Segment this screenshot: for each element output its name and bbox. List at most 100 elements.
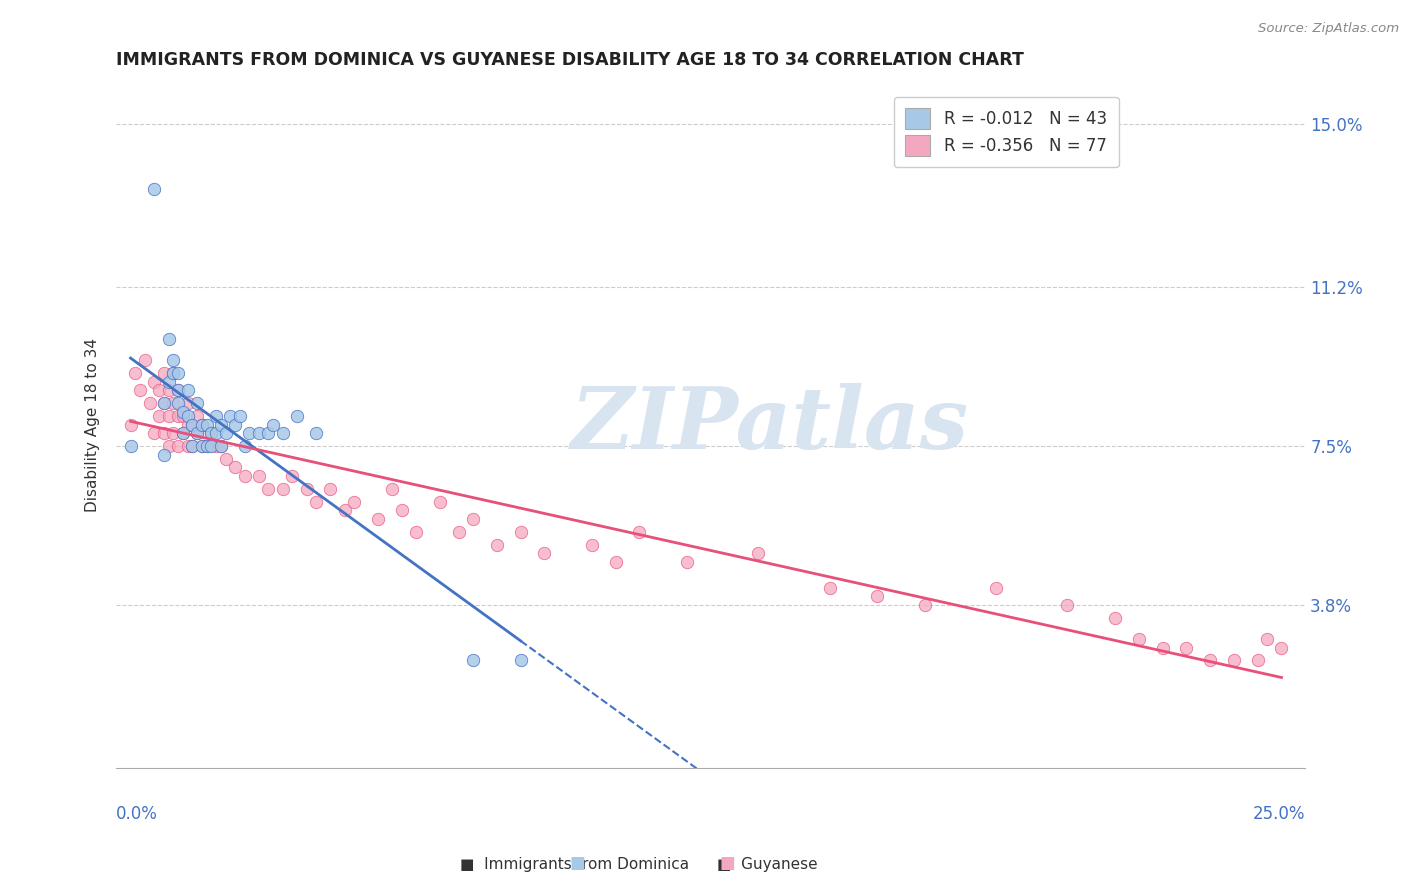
Point bbox=[257, 426, 280, 441]
Point bbox=[191, 439, 214, 453]
Point bbox=[157, 332, 180, 346]
Point bbox=[343, 494, 366, 508]
Point bbox=[285, 409, 308, 423]
Point bbox=[195, 439, 218, 453]
Point bbox=[224, 460, 246, 475]
Point bbox=[153, 396, 176, 410]
Point bbox=[1199, 653, 1222, 667]
Point bbox=[984, 581, 1007, 595]
Point bbox=[391, 503, 413, 517]
Point bbox=[1270, 640, 1292, 655]
Point bbox=[205, 439, 228, 453]
Point bbox=[233, 469, 256, 483]
Point bbox=[1247, 653, 1270, 667]
Point bbox=[162, 426, 184, 441]
Point bbox=[176, 417, 198, 432]
Point bbox=[124, 366, 146, 380]
Text: Source: ZipAtlas.com: Source: ZipAtlas.com bbox=[1258, 22, 1399, 36]
Point bbox=[1128, 632, 1150, 646]
Point bbox=[195, 439, 218, 453]
Point bbox=[209, 439, 232, 453]
Point bbox=[305, 426, 328, 441]
Point bbox=[405, 524, 427, 539]
Point bbox=[381, 482, 404, 496]
Point bbox=[129, 383, 152, 397]
Point bbox=[195, 417, 218, 432]
Point bbox=[153, 396, 176, 410]
Point bbox=[172, 426, 194, 441]
Text: IMMIGRANTS FROM DOMINICA VS GUYANESE DISABILITY AGE 18 TO 34 CORRELATION CHART: IMMIGRANTS FROM DOMINICA VS GUYANESE DIS… bbox=[117, 51, 1024, 69]
Point bbox=[914, 598, 936, 612]
Point bbox=[191, 439, 214, 453]
Point bbox=[461, 512, 484, 526]
Point bbox=[295, 482, 318, 496]
Point bbox=[153, 426, 176, 441]
Point bbox=[153, 366, 176, 380]
Point bbox=[238, 426, 260, 441]
Point bbox=[148, 383, 170, 397]
Point bbox=[485, 538, 508, 552]
Point bbox=[209, 417, 232, 432]
Point bbox=[224, 417, 246, 432]
Point bbox=[176, 439, 198, 453]
Point bbox=[581, 538, 603, 552]
Point bbox=[233, 439, 256, 453]
Text: ■: ■ bbox=[569, 855, 585, 872]
Point bbox=[186, 409, 208, 423]
Point bbox=[209, 439, 232, 453]
Point bbox=[143, 181, 166, 195]
Point bbox=[271, 482, 294, 496]
Point bbox=[219, 409, 242, 423]
Point bbox=[172, 404, 194, 418]
Point bbox=[167, 383, 190, 397]
Text: ZIPatlas: ZIPatlas bbox=[571, 383, 969, 467]
Text: ■: ■ bbox=[720, 855, 735, 872]
Point bbox=[247, 469, 270, 483]
Point bbox=[162, 366, 184, 380]
Point bbox=[191, 417, 214, 432]
Point bbox=[214, 426, 236, 441]
Point bbox=[181, 417, 204, 432]
Point bbox=[186, 426, 208, 441]
Point bbox=[271, 426, 294, 441]
Point bbox=[120, 439, 142, 453]
Point bbox=[186, 426, 208, 441]
Point bbox=[162, 366, 184, 380]
Point bbox=[1104, 610, 1126, 624]
Point bbox=[172, 409, 194, 423]
Point bbox=[429, 494, 451, 508]
Point bbox=[176, 396, 198, 410]
Point bbox=[157, 383, 180, 397]
Point bbox=[305, 494, 328, 508]
Point bbox=[138, 396, 160, 410]
Point bbox=[172, 426, 194, 441]
Point bbox=[461, 653, 484, 667]
Point bbox=[186, 396, 208, 410]
Point bbox=[319, 482, 342, 496]
Point bbox=[148, 409, 170, 423]
Point bbox=[1175, 640, 1198, 655]
Point bbox=[176, 409, 198, 423]
Point bbox=[143, 426, 166, 441]
Y-axis label: Disability Age 18 to 34: Disability Age 18 to 34 bbox=[86, 337, 100, 511]
Point bbox=[157, 439, 180, 453]
Point bbox=[157, 409, 180, 423]
Point bbox=[200, 439, 222, 453]
Point bbox=[181, 417, 204, 432]
Point bbox=[747, 546, 769, 560]
Point bbox=[200, 426, 222, 441]
Point bbox=[333, 503, 356, 517]
Point bbox=[229, 409, 252, 423]
Point bbox=[205, 426, 228, 441]
Point bbox=[818, 581, 841, 595]
Point bbox=[167, 439, 190, 453]
Point bbox=[200, 426, 222, 441]
Point bbox=[1223, 653, 1246, 667]
Point bbox=[1152, 640, 1174, 655]
Point bbox=[367, 512, 389, 526]
Point bbox=[167, 366, 190, 380]
Point bbox=[628, 524, 651, 539]
Point bbox=[257, 482, 280, 496]
Text: 25.0%: 25.0% bbox=[1253, 805, 1305, 823]
Point bbox=[162, 353, 184, 368]
